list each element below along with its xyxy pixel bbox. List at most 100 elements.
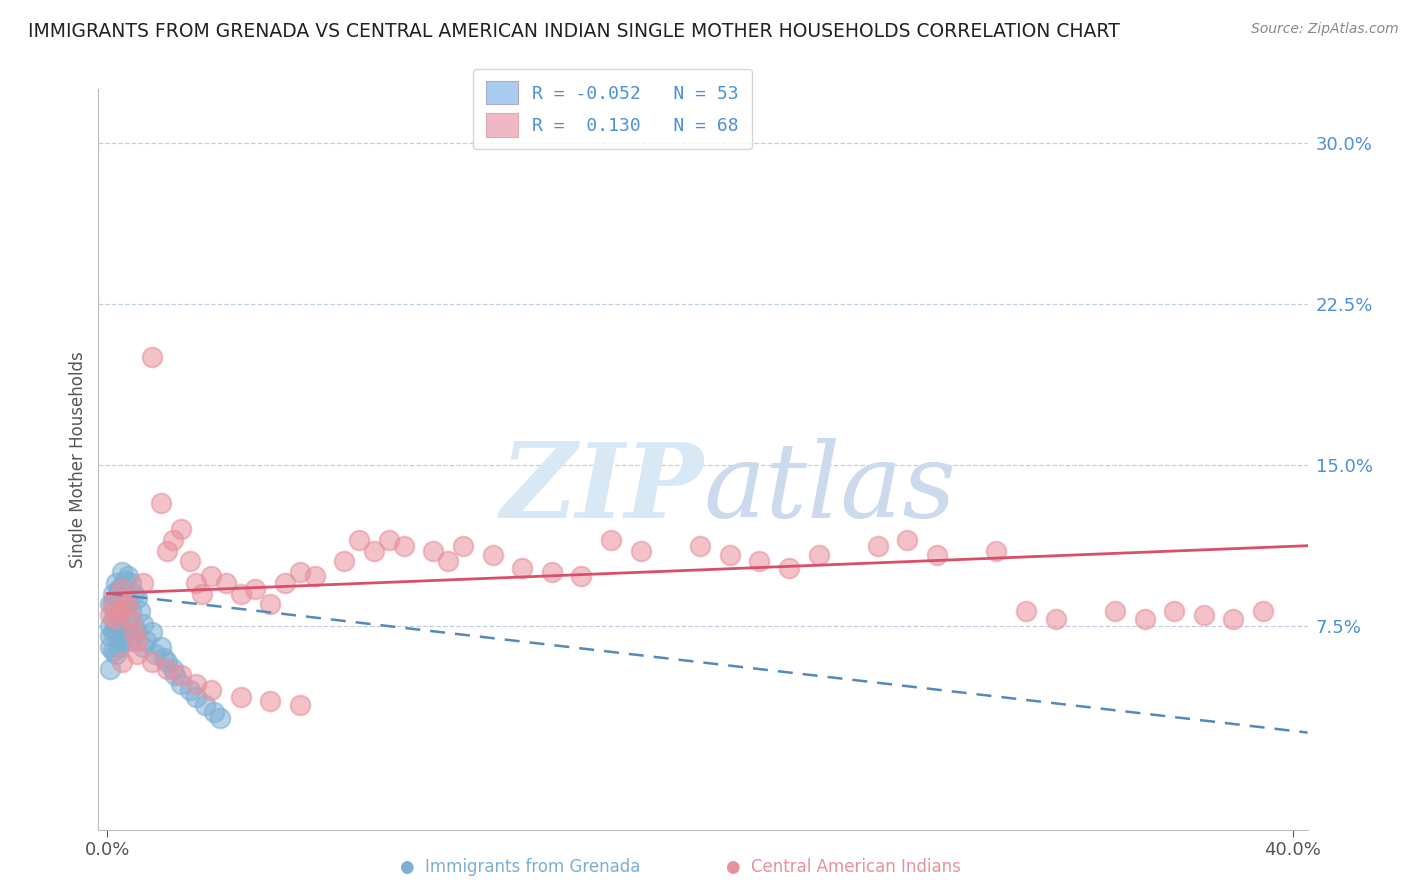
Point: [132, 616, 155, 631]
Point: [155, 543, 177, 558]
Point: [114, 599, 136, 614]
Point: [259, 597, 281, 611]
Point: [103, 597, 125, 611]
Point: [333, 554, 356, 568]
Point: [162, 662, 184, 676]
Text: IMMIGRANTS FROM GRENADA VS CENTRAL AMERICAN INDIAN SINGLE MOTHER HOUSEHOLDS CORR: IMMIGRANTS FROM GRENADA VS CENTRAL AMERI…: [28, 22, 1119, 41]
Point: [778, 560, 800, 574]
Point: [1133, 612, 1156, 626]
Point: [392, 539, 415, 553]
Point: [125, 591, 148, 605]
Point: [125, 647, 148, 661]
Point: [304, 569, 326, 583]
Point: [807, 548, 830, 562]
Point: [571, 569, 593, 583]
Point: [117, 625, 139, 640]
Point: [98, 640, 121, 655]
Point: [986, 543, 1008, 558]
Point: [179, 683, 201, 698]
Point: [194, 698, 217, 712]
Point: [510, 560, 533, 574]
Point: [170, 676, 193, 690]
Point: [111, 582, 134, 597]
Point: [103, 612, 125, 626]
Point: [143, 647, 166, 661]
Text: Source: ZipAtlas.com: Source: ZipAtlas.com: [1251, 22, 1399, 37]
Point: [141, 625, 163, 640]
Point: [186, 676, 208, 690]
Point: [141, 655, 163, 669]
Point: [98, 597, 121, 611]
Point: [122, 618, 145, 632]
Point: [170, 668, 193, 682]
Point: [155, 662, 177, 676]
Point: [98, 618, 121, 632]
Point: [1251, 604, 1274, 618]
Text: ●  Immigrants from Grenada: ● Immigrants from Grenada: [401, 858, 640, 876]
Point: [114, 574, 136, 588]
Point: [135, 633, 157, 648]
Point: [866, 539, 889, 553]
Point: [748, 554, 770, 568]
Point: [162, 533, 184, 547]
Point: [108, 618, 131, 632]
Point: [125, 625, 148, 640]
Point: [103, 597, 125, 611]
Point: [630, 543, 652, 558]
Point: [122, 625, 145, 640]
Point: [120, 612, 142, 626]
Point: [105, 575, 128, 590]
Point: [718, 548, 741, 562]
Point: [108, 640, 131, 655]
Point: [105, 647, 128, 661]
Point: [149, 640, 172, 655]
Point: [98, 607, 121, 622]
Point: [117, 569, 139, 583]
Point: [1192, 607, 1215, 622]
Point: [927, 548, 949, 562]
Point: [105, 612, 128, 626]
Legend: R = -0.052   N = 53, R =  0.130   N = 68: R = -0.052 N = 53, R = 0.130 N = 68: [472, 69, 752, 149]
Point: [208, 711, 231, 725]
Point: [103, 625, 125, 640]
Point: [125, 633, 148, 648]
Point: [152, 651, 174, 665]
Point: [245, 582, 267, 597]
Point: [114, 629, 136, 643]
Point: [105, 607, 128, 622]
Point: [108, 582, 131, 597]
Point: [288, 565, 311, 579]
Point: [108, 604, 131, 618]
Point: [114, 591, 136, 605]
Y-axis label: Single Mother Households: Single Mother Households: [69, 351, 87, 567]
Text: atlas: atlas: [703, 438, 956, 540]
Point: [105, 591, 128, 605]
Point: [347, 533, 370, 547]
Point: [117, 595, 139, 609]
Point: [378, 533, 401, 547]
Point: [437, 554, 460, 568]
Point: [117, 599, 139, 614]
Point: [1045, 612, 1067, 626]
Point: [274, 575, 297, 590]
Point: [120, 633, 142, 648]
Text: ZIP: ZIP: [501, 438, 703, 540]
Point: [191, 586, 214, 600]
Point: [896, 533, 918, 547]
Point: [689, 539, 711, 553]
Point: [111, 633, 134, 648]
Point: [122, 586, 145, 600]
Point: [111, 655, 134, 669]
Point: [170, 522, 193, 536]
Point: [129, 604, 152, 618]
Point: [1222, 612, 1244, 626]
Point: [98, 629, 121, 643]
Point: [215, 575, 238, 590]
Point: [481, 548, 503, 562]
Point: [229, 586, 252, 600]
Point: [451, 539, 474, 553]
Point: [120, 575, 142, 590]
Point: [108, 601, 131, 615]
Point: [229, 690, 252, 704]
Point: [540, 565, 562, 579]
